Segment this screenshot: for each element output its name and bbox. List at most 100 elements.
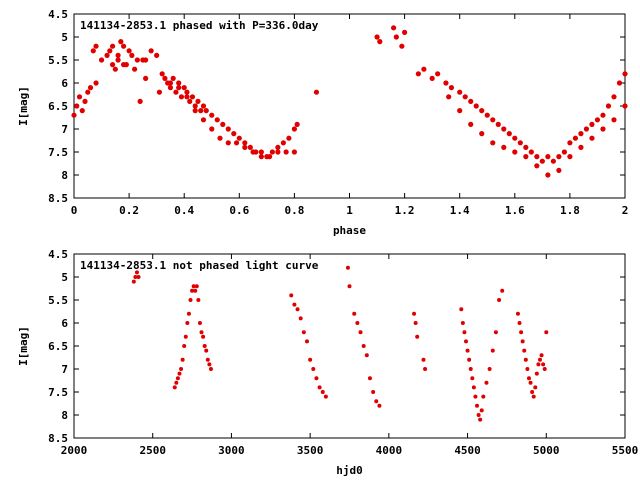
x-tick-label: 2000	[61, 444, 88, 457]
data-point	[589, 135, 595, 141]
data-point	[134, 57, 140, 63]
data-point	[611, 94, 617, 100]
data-point	[93, 80, 99, 86]
data-point	[199, 330, 204, 335]
data-point	[104, 52, 110, 59]
data-point	[298, 316, 303, 321]
data-point	[531, 394, 536, 399]
data-point	[98, 57, 105, 63]
data-point	[530, 390, 535, 394]
data-point	[148, 48, 154, 54]
data-point	[87, 85, 94, 91]
data-point	[209, 112, 215, 118]
data-point	[170, 75, 176, 81]
data-point	[367, 376, 372, 381]
data-point	[267, 154, 273, 160]
data-point	[202, 344, 207, 348]
data-point	[523, 357, 528, 362]
y-tick-label: 5	[61, 31, 68, 44]
data-point	[536, 362, 541, 367]
data-point	[183, 334, 188, 339]
data-point	[500, 288, 505, 293]
data-point	[355, 321, 360, 325]
data-point	[528, 149, 534, 155]
data-point	[196, 298, 201, 302]
data-point	[423, 367, 428, 371]
y-tick-label: 7.5	[48, 146, 68, 159]
data-point	[542, 367, 547, 371]
data-point	[133, 275, 138, 279]
data-point	[143, 75, 149, 81]
data-point	[242, 140, 248, 146]
data-point	[534, 154, 540, 160]
data-point	[523, 154, 529, 160]
y-tick-label: 6.5	[48, 100, 68, 113]
x-tick-label: 2	[622, 204, 629, 217]
data-point	[473, 394, 478, 399]
data-point	[233, 140, 240, 146]
data-point	[512, 149, 518, 155]
data-point	[76, 94, 83, 100]
data-point	[291, 126, 297, 132]
data-point	[107, 48, 113, 54]
data-point	[415, 71, 421, 77]
data-point	[143, 57, 149, 63]
data-point	[112, 66, 118, 72]
data-point	[201, 334, 206, 339]
data-point	[314, 376, 319, 381]
data-point	[465, 348, 470, 353]
chart-title: 141134-2853.1 not phased light curve	[80, 259, 319, 272]
data-point	[539, 158, 545, 164]
data-point	[487, 367, 492, 371]
data-point	[519, 330, 524, 335]
data-point	[457, 89, 463, 95]
data-point	[468, 367, 473, 371]
data-point	[616, 80, 623, 86]
data-point	[192, 108, 198, 114]
data-point	[567, 154, 573, 160]
data-point	[214, 117, 220, 123]
data-point	[176, 85, 182, 91]
data-point	[173, 89, 179, 95]
y-tick-label: 8	[61, 169, 68, 182]
data-point	[134, 270, 139, 275]
data-point	[589, 121, 595, 127]
data-point	[479, 408, 484, 413]
data-point	[522, 348, 527, 353]
data-point	[358, 330, 363, 335]
data-point	[468, 121, 474, 127]
data-point	[512, 135, 518, 141]
plot-frame	[73, 253, 626, 439]
data-point	[470, 376, 475, 381]
data-point	[192, 103, 198, 109]
data-point	[275, 149, 281, 155]
x-tick-label: 0.8	[284, 204, 304, 217]
data-point	[622, 71, 628, 77]
data-point	[495, 121, 501, 127]
data-point	[377, 39, 383, 45]
data-point	[448, 85, 455, 91]
data-point	[188, 298, 193, 302]
unphased-light-curve-panel: 2000 2500 3000 3500 4000 4500 5000 5500 4.5 5 5.5 6…	[17, 248, 638, 477]
data-point	[292, 302, 297, 307]
x-tick-label: 1.8	[560, 204, 580, 217]
data-point	[225, 140, 231, 146]
data-point	[191, 284, 196, 289]
data-point	[269, 149, 275, 155]
data-point	[572, 135, 579, 141]
data-point	[556, 154, 562, 160]
data-point	[481, 394, 486, 399]
data-point	[175, 376, 180, 381]
data-point	[501, 144, 507, 150]
data-point	[402, 29, 408, 35]
data-point	[413, 321, 418, 325]
data-point	[308, 357, 313, 362]
data-point	[313, 89, 320, 95]
data-point	[185, 321, 190, 325]
data-point	[231, 131, 237, 137]
data-point	[622, 103, 628, 109]
data-point	[471, 385, 476, 390]
data-point	[189, 94, 196, 100]
y-tick-label: 8	[61, 409, 68, 422]
